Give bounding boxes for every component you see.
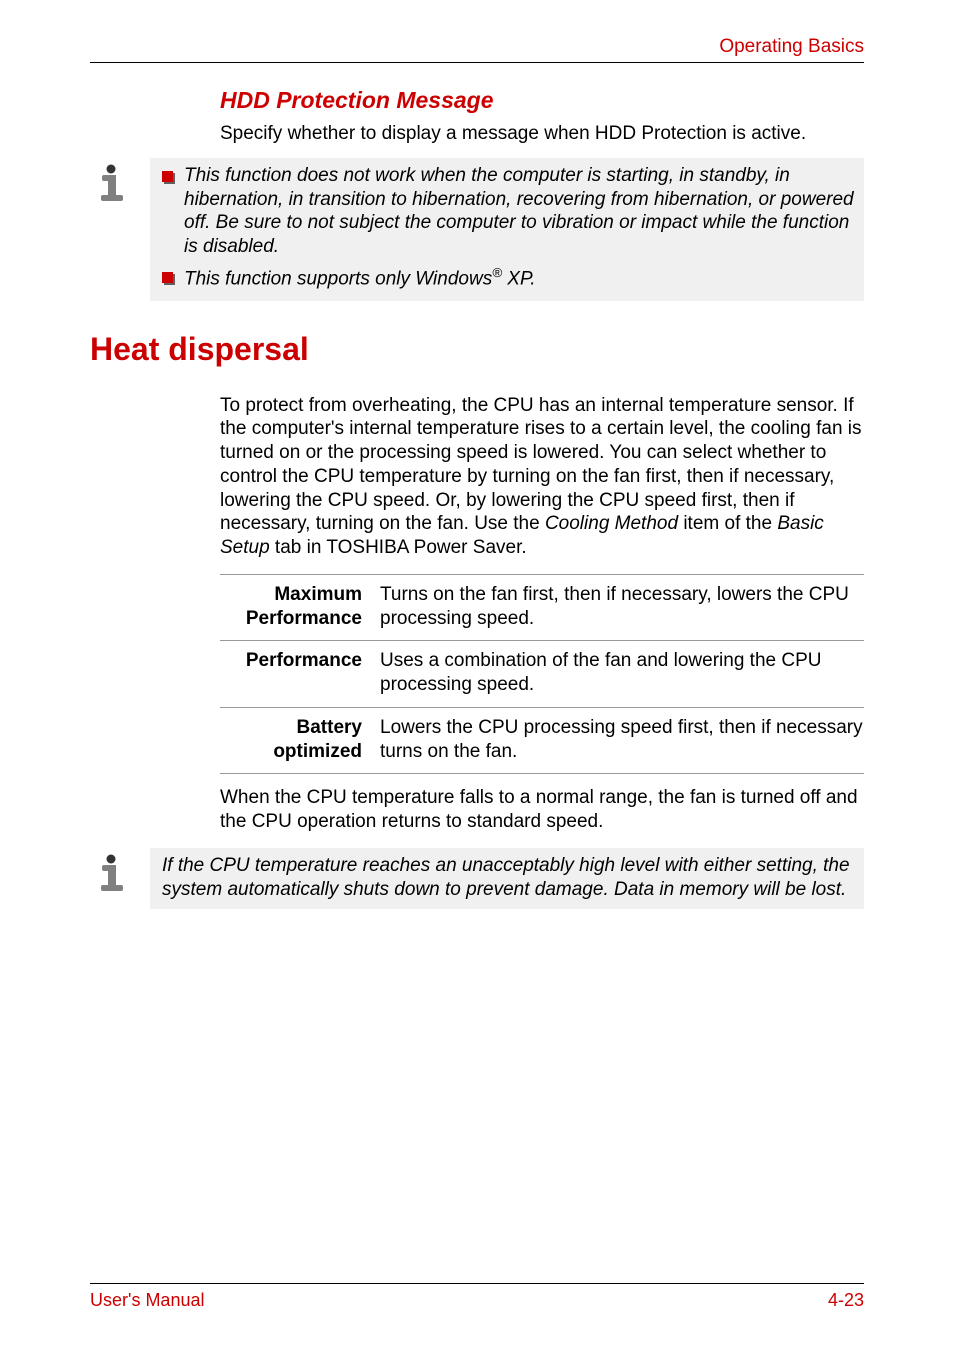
heat-dispersal-title: Heat dispersal	[90, 331, 864, 368]
term-line-1: Battery	[220, 716, 362, 740]
hdd-protection-title: HDD Protection Message	[220, 87, 864, 114]
term-line-2: Performance	[220, 607, 362, 631]
term-line-1: Performance	[220, 649, 362, 673]
term-line-1: Maximum	[220, 583, 362, 607]
heat-intro-em1: Cooling Method	[545, 513, 678, 534]
note-block-2: If the CPU temperature reaches an unacce…	[90, 848, 864, 910]
note-icon-col	[90, 158, 150, 301]
term-line-2: optimized	[220, 740, 362, 764]
info-icon	[90, 162, 132, 204]
note-text-1: This function does not work when the com…	[184, 164, 854, 259]
info-icon	[90, 852, 132, 894]
after-table-text: When the CPU temperature falls to a norm…	[220, 786, 864, 834]
page-footer: User's Manual 4-23	[90, 1283, 864, 1311]
footer-rule	[90, 1283, 864, 1284]
term-battery: Battery optimized	[220, 716, 380, 764]
note-block-1: This function does not work when the com…	[90, 158, 864, 301]
term-perf: Performance	[220, 649, 380, 697]
footer-right: 4-23	[828, 1290, 864, 1311]
table-row: Battery optimized Lowers the CPU process…	[220, 707, 864, 775]
heat-intro-mid: item of the	[678, 513, 777, 534]
footer-left: User's Manual	[90, 1290, 204, 1311]
table-row: Maximum Performance Turns on the fan fir…	[220, 574, 864, 641]
heat-intro: To protect from overheating, the CPU has…	[220, 394, 864, 560]
square-bullet-icon	[162, 164, 184, 259]
note-item-2: This function supports only Windows® XP.	[162, 265, 854, 293]
header-rule	[90, 62, 864, 63]
heat-intro-post: tab in TOSHIBA Power Saver.	[270, 537, 527, 558]
def-battery: Lowers the CPU processing speed first, t…	[380, 716, 864, 764]
note-icon-col	[90, 848, 150, 910]
note-text-2: This function supports only Windows® XP.	[184, 265, 854, 293]
term-max-perf: Maximum Performance	[220, 583, 380, 631]
hdd-intro-text: Specify whether to display a message whe…	[220, 122, 864, 146]
def-max-perf: Turns on the fan first, then if necessar…	[380, 583, 864, 631]
note-content: This function does not work when the com…	[150, 158, 864, 301]
note2-text: If the CPU temperature reaches an unacce…	[150, 848, 864, 910]
note-item-1: This function does not work when the com…	[162, 164, 854, 259]
square-bullet-icon	[162, 265, 184, 293]
cooling-method-table: Maximum Performance Turns on the fan fir…	[220, 574, 864, 775]
def-perf: Uses a combination of the fan and loweri…	[380, 649, 864, 697]
table-row: Performance Uses a combination of the fa…	[220, 640, 864, 707]
section-header-link: Operating Basics	[90, 36, 864, 58]
